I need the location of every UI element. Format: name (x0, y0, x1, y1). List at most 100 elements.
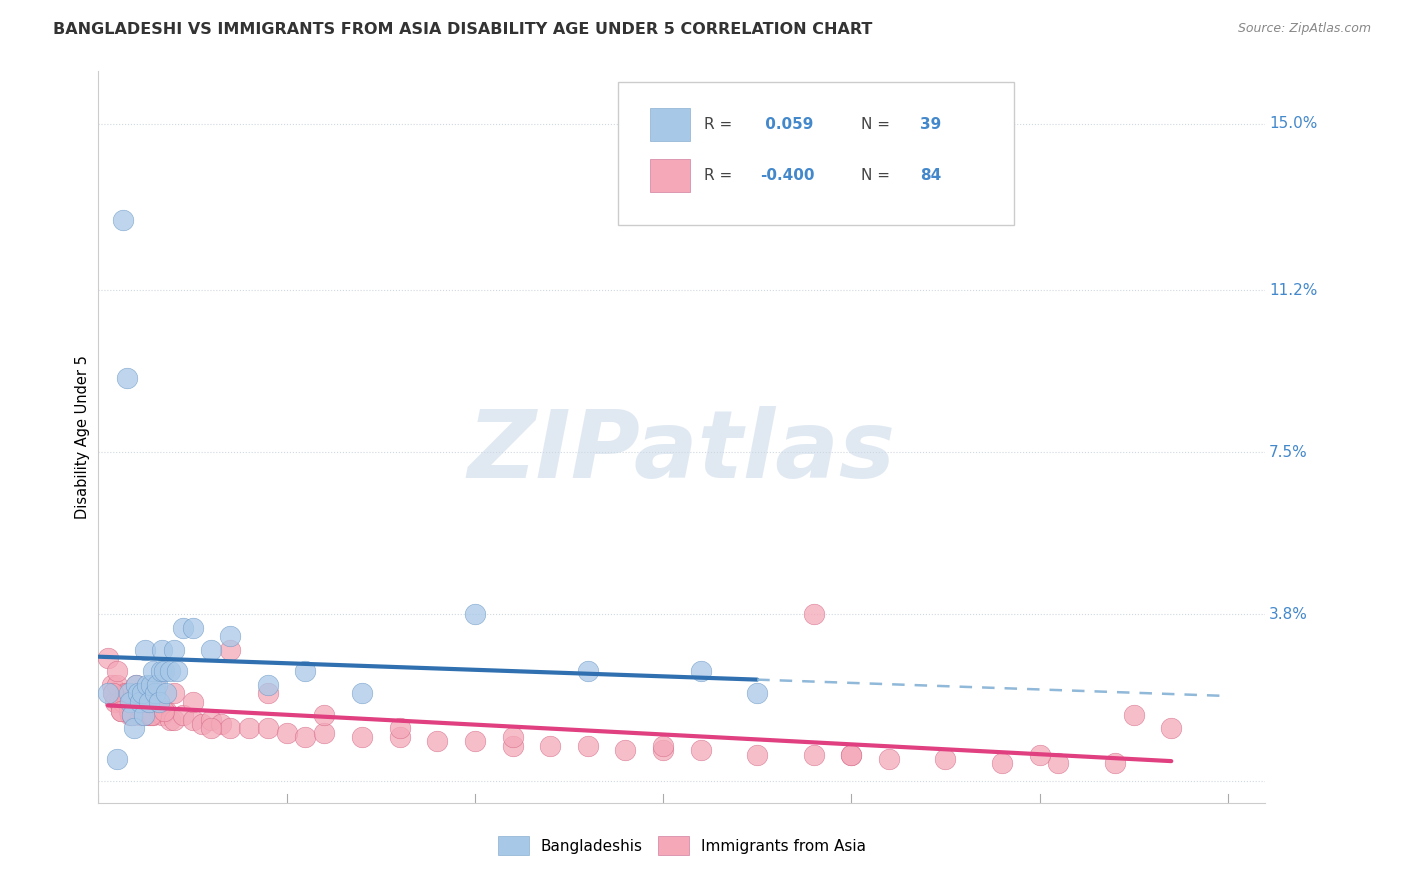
Point (314, 725, 336, 739)
Point (149, 665, 172, 679)
Point (103, 686, 125, 700)
Text: Source: ZipAtlas.com: Source: ZipAtlas.com (1237, 22, 1371, 36)
Point (127, 695, 149, 709)
Point (127, 686, 149, 700)
Text: 39: 39 (920, 117, 941, 132)
Point (139, 708, 162, 723)
Point (132, 708, 155, 723)
Point (128, 695, 150, 709)
Point (110, 704, 132, 718)
Point (538, 739, 561, 753)
Point (191, 717, 214, 731)
Point (155, 704, 177, 718)
Point (120, 708, 142, 723)
Point (148, 704, 170, 718)
Point (877, 752, 900, 766)
Point (839, 747, 862, 762)
Point (166, 665, 188, 679)
Point (502, 730, 524, 744)
Point (803, 607, 825, 622)
Text: ZIPatlas: ZIPatlas (468, 406, 896, 498)
Point (153, 704, 176, 718)
Point (256, 722, 278, 736)
Point (103, 686, 125, 700)
Point (172, 621, 194, 635)
Point (172, 708, 194, 723)
Point (128, 708, 150, 723)
Point (104, 695, 127, 709)
Point (652, 739, 675, 753)
Point (200, 642, 222, 657)
Point (117, 686, 139, 700)
Text: BANGLADESHI VS IMMIGRANTS FROM ASIA DISABILITY AGE UNDER 5 CORRELATION CHART: BANGLADESHI VS IMMIGRANTS FROM ASIA DISA… (53, 22, 873, 37)
Point (181, 621, 204, 635)
Point (121, 708, 143, 723)
Bar (651, 160, 690, 193)
Point (209, 717, 232, 731)
Text: -0.400: -0.400 (759, 169, 814, 184)
Point (934, 752, 956, 766)
Point (115, 371, 138, 385)
Point (502, 739, 524, 753)
Point (388, 730, 411, 744)
Point (138, 695, 160, 709)
Y-axis label: Disability Age Under 5: Disability Age Under 5 (75, 355, 90, 519)
Point (121, 708, 143, 723)
Point (426, 734, 449, 748)
Point (142, 665, 165, 679)
Point (105, 677, 128, 691)
Text: R =: R = (704, 169, 737, 184)
Point (108, 695, 131, 709)
Point (143, 677, 166, 691)
Point (111, 695, 134, 709)
Point (181, 695, 204, 709)
Point (159, 665, 181, 679)
Point (163, 642, 186, 657)
Point (219, 722, 242, 736)
Point (689, 743, 711, 757)
Point (143, 686, 166, 700)
Point (152, 708, 174, 723)
Point (120, 695, 142, 709)
Text: 7.5%: 7.5% (1270, 445, 1308, 460)
Point (122, 704, 145, 718)
Point (115, 695, 138, 709)
Legend: Bangladeshis, Immigrants from Asia: Bangladeshis, Immigrants from Asia (492, 830, 872, 861)
Point (576, 739, 599, 753)
Point (614, 743, 637, 757)
Point (256, 686, 278, 700)
Point (464, 607, 486, 622)
Text: 3.8%: 3.8% (1270, 607, 1308, 622)
Point (139, 677, 162, 691)
Point (219, 642, 242, 657)
Point (111, 213, 134, 227)
Point (131, 686, 153, 700)
Point (689, 665, 711, 679)
Point (121, 695, 143, 709)
Point (200, 713, 222, 727)
Point (464, 734, 486, 748)
Point (136, 677, 159, 691)
Point (97, 651, 120, 665)
Point (125, 677, 148, 691)
Point (134, 695, 156, 709)
Point (134, 695, 156, 709)
Point (142, 708, 165, 723)
Point (294, 665, 316, 679)
Text: R =: R = (704, 117, 737, 132)
Point (1028, 747, 1050, 762)
Point (125, 704, 148, 718)
Text: 84: 84 (920, 169, 941, 184)
Point (100, 677, 122, 691)
Text: N =: N = (862, 117, 896, 132)
Point (134, 642, 156, 657)
Point (153, 665, 176, 679)
Point (294, 730, 316, 744)
Point (148, 695, 170, 709)
Point (200, 722, 222, 736)
Point (1104, 756, 1126, 771)
Point (105, 665, 128, 679)
Point (136, 704, 159, 718)
Point (105, 752, 128, 766)
Point (576, 665, 599, 679)
